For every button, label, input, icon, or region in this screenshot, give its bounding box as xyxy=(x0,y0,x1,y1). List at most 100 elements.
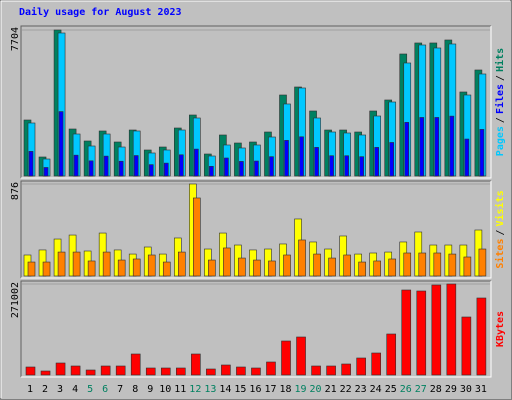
bar xyxy=(55,362,66,376)
bar xyxy=(88,160,94,177)
bar xyxy=(87,260,96,277)
legend-separator: / xyxy=(495,117,506,123)
bar xyxy=(296,336,306,376)
bar xyxy=(70,365,81,376)
bar xyxy=(329,155,334,177)
panel-border xyxy=(21,26,492,179)
bar xyxy=(40,370,51,376)
bar xyxy=(239,161,244,177)
bar xyxy=(461,316,472,376)
x-tick-label: 9 xyxy=(147,384,153,395)
bar xyxy=(328,257,336,277)
x-tick-label: 13 xyxy=(204,384,216,395)
bar xyxy=(268,260,276,277)
bar xyxy=(311,365,321,376)
x-tick-label: 30 xyxy=(460,384,472,395)
x-tick-label: 20 xyxy=(310,384,322,395)
bar xyxy=(254,160,259,177)
bar xyxy=(223,247,231,277)
bar xyxy=(130,353,141,376)
bar xyxy=(326,365,336,376)
legend: Sites / Visits xyxy=(494,190,506,268)
legend-entry: Visits xyxy=(494,190,506,226)
x-tick-label: 21 xyxy=(325,384,337,395)
bar xyxy=(224,157,229,177)
bar xyxy=(178,251,186,277)
x-tick-label: 17 xyxy=(264,384,276,395)
bar xyxy=(72,251,81,277)
legend-entry: Pages xyxy=(495,126,506,156)
bar xyxy=(401,289,412,376)
bar xyxy=(25,366,36,376)
bar xyxy=(179,154,184,177)
bar xyxy=(464,138,470,177)
bar xyxy=(478,248,487,277)
bar xyxy=(221,364,231,376)
x-tick-label: 23 xyxy=(355,384,367,395)
y-tick-label: 271002 xyxy=(10,282,21,318)
bar xyxy=(314,147,319,177)
panel-border xyxy=(21,281,492,378)
bar xyxy=(194,148,199,177)
panel-border xyxy=(20,280,491,377)
legend-entry: Hits xyxy=(494,48,506,72)
bar xyxy=(160,367,171,376)
bar xyxy=(284,140,289,177)
x-tick-label: 12 xyxy=(189,384,201,395)
bar xyxy=(132,258,141,277)
bar xyxy=(209,166,214,177)
x-tick-label: 22 xyxy=(340,384,352,395)
bar xyxy=(238,257,246,277)
x-tick-label: 5 xyxy=(87,384,93,395)
bar xyxy=(176,367,186,376)
bar xyxy=(388,258,397,277)
bar xyxy=(416,290,427,376)
bar xyxy=(100,365,111,376)
x-tick-label: 6 xyxy=(102,384,108,395)
bar xyxy=(403,252,412,277)
bar xyxy=(313,253,321,277)
bar xyxy=(28,151,34,177)
bar xyxy=(446,283,457,376)
bar xyxy=(103,155,109,177)
legend: Pages / Files / Hits xyxy=(494,48,506,156)
bar xyxy=(42,261,51,277)
bar xyxy=(85,369,96,376)
bar xyxy=(298,239,306,277)
bar xyxy=(386,333,397,376)
bar xyxy=(191,353,201,376)
bar xyxy=(148,164,154,177)
bar xyxy=(115,365,126,376)
bar xyxy=(145,367,156,376)
bar xyxy=(253,259,261,277)
bar xyxy=(433,252,442,277)
x-tick-label: 19 xyxy=(295,384,307,395)
bar xyxy=(266,361,276,376)
x-tick-label: 3 xyxy=(57,384,63,395)
bar xyxy=(479,129,485,177)
bar xyxy=(358,261,366,277)
bar xyxy=(117,259,126,277)
x-tick-label: 18 xyxy=(279,384,291,395)
bar xyxy=(43,167,49,177)
bar xyxy=(27,261,36,277)
bar xyxy=(299,136,304,177)
bar xyxy=(118,160,124,177)
bar xyxy=(236,366,246,376)
bar xyxy=(373,260,381,277)
bar xyxy=(208,259,216,277)
bar xyxy=(341,363,351,376)
bar xyxy=(431,284,442,376)
legend-entry: KBytes xyxy=(495,311,506,347)
x-tick-label: 27 xyxy=(415,384,427,395)
x-tick-label: 29 xyxy=(445,384,457,395)
x-tick-label: 25 xyxy=(385,384,397,395)
x-tick-label: 24 xyxy=(370,384,382,395)
panel-border xyxy=(20,25,491,178)
bar xyxy=(356,357,366,376)
bar xyxy=(281,340,291,376)
bar xyxy=(133,155,139,177)
x-tick-label: 1 xyxy=(27,384,33,395)
bar xyxy=(58,111,64,177)
